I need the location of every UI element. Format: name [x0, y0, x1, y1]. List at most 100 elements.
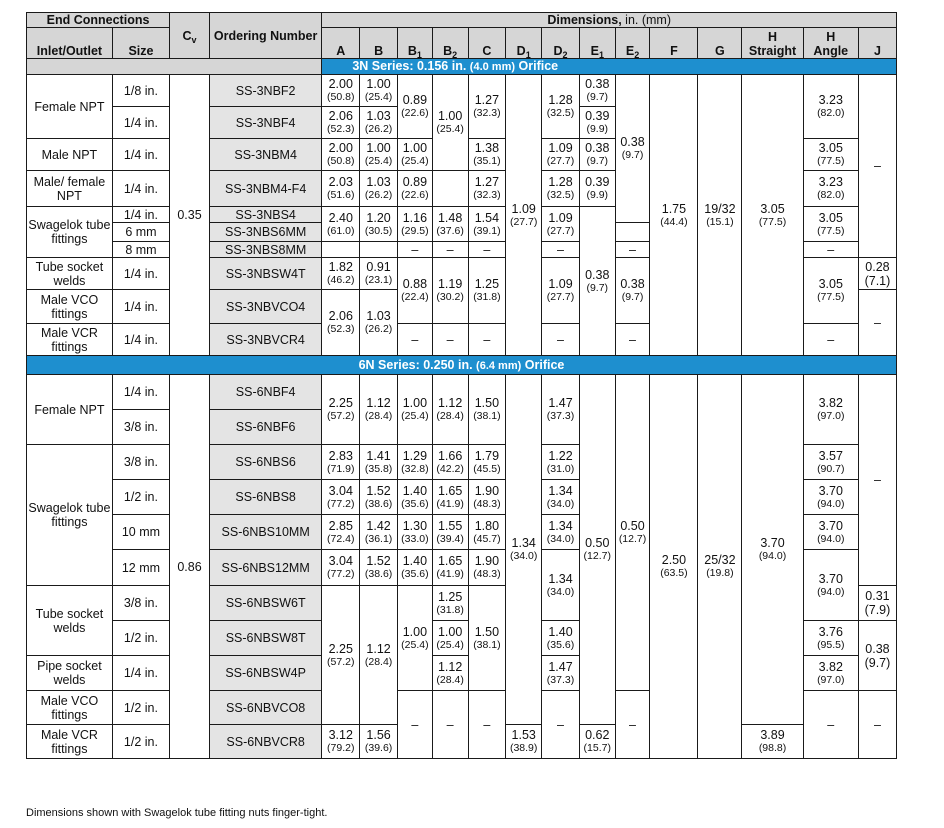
col-h-angle-header: H Angle [802, 27, 859, 59]
col-g-header: G [697, 27, 743, 59]
col-d1-header: D1 [505, 27, 543, 60]
c-dash: – [467, 690, 507, 759]
size-cell: 1/2 in. [111, 479, 171, 515]
b2-value: 1.48 (37.6) [431, 206, 469, 242]
ordering-number: SS-6NBSW6T [208, 585, 323, 621]
h-angle-value: 3.70 (94.0) [802, 479, 859, 515]
b2-dash: – [431, 323, 469, 356]
size-cell: 1/4 in. [111, 170, 171, 207]
d2-value: 1.47 (37.3) [541, 655, 580, 691]
ordering-number: SS-3NBVCO4 [208, 289, 323, 324]
h-angle-value: 3.82 (97.0) [802, 374, 859, 445]
d2-value: 1.09 (27.7) [541, 206, 580, 242]
g-value-3n: 19/32 (15.1) [697, 74, 743, 356]
h-angle-value: 3.05 (77.5) [802, 257, 859, 324]
f-value-6n: 2.50 (63.5) [649, 374, 699, 759]
row-label-male-vcr: Male VCR fittings [26, 323, 113, 356]
h-straight-value-3n: 3.05 (77.5) [741, 74, 804, 356]
b1-value: 1.00 (25.4) [396, 138, 433, 171]
d1-value-3n: 1.09 (27.7) [505, 74, 543, 356]
c-value: 1.25 (31.8) [467, 257, 507, 324]
ordering-number: SS-3NBSW4T [208, 257, 323, 290]
size-header: Size [111, 27, 171, 59]
b2-value: 1.65 (41.9) [431, 479, 469, 515]
b1-dash: – [396, 690, 433, 759]
row-label-swagelok: Swagelok tube fittings [26, 206, 113, 258]
h-straight-value-6n: 3.70 (94.0) [741, 374, 804, 725]
col-d2-header: D2 [541, 27, 580, 60]
b-value: 1.52 (38.6) [359, 479, 398, 515]
ordering-number: SS-3NBM4 [208, 138, 323, 171]
a-value: 2.25 (57.2) [321, 374, 361, 445]
d2-value: 1.09 (27.7) [541, 138, 580, 171]
e2-dash: – [614, 690, 651, 759]
b1-value: 1.00 (25.4) [396, 374, 433, 445]
col-e2-header: E2 [614, 27, 651, 60]
a-value: 3.04 (77.2) [321, 549, 361, 586]
e2-value: 0.38 (9.7) [614, 257, 651, 324]
row-label-tube-socket-welds: Tube socket welds [26, 585, 113, 656]
row-label-female-npt: Female NPT [26, 374, 113, 445]
ordering-number: SS-6NBS8 [208, 479, 323, 515]
a-value: 2.83 (71.9) [321, 444, 361, 480]
b2-dash: – [431, 241, 469, 258]
j-value: 0.38 (9.7) [857, 620, 898, 691]
h-angle-dash: – [802, 323, 859, 356]
spec-table-container: End Connections Cv Ordering Number Dimen… [25, 12, 898, 759]
j-dash: – [857, 74, 898, 258]
c-value: 1.27 (32.3) [467, 170, 507, 207]
b2-value: 1.65 (41.9) [431, 549, 469, 586]
h-angle-value: 3.23 (82.0) [802, 170, 859, 207]
b2-dash: – [431, 690, 469, 759]
d2-value: 1.28 (32.5) [541, 170, 580, 207]
e2-value: 0.38 (9.7) [614, 74, 651, 223]
a-value: 2.25 (57.2) [321, 585, 361, 725]
size-cell: 1/4 in. [111, 257, 171, 290]
h-angle-value: 3.23 (82.0) [802, 74, 859, 139]
col-a-header: A [321, 27, 361, 59]
c-value: 1.54 (39.1) [467, 206, 507, 242]
size-cell: 1/2 in. [111, 690, 171, 725]
size-cell: 1/4 in. [111, 138, 171, 171]
e1-value-6n: 0.50 (12.7) [578, 374, 616, 725]
b-value: 1.56 (39.6) [359, 724, 398, 759]
j-value: 0.28 (7.1) [857, 257, 898, 290]
b-value: 1.00 (25.4) [359, 138, 398, 171]
e2-value-6n: 0.50 (12.7) [614, 374, 651, 691]
e1-value: 0.62 (15.7) [578, 724, 616, 759]
c-value: 1.90 (48.3) [467, 479, 507, 515]
b-value: 1.12 (28.4) [359, 585, 398, 725]
size-cell: 1/4 in. [111, 323, 171, 356]
ordering-number: SS-6NBF6 [208, 409, 323, 445]
size-cell: 1/4 in. [111, 289, 171, 324]
b2-value: 1.12 (28.4) [431, 655, 469, 691]
b1-value: 1.16 (29.5) [396, 206, 433, 242]
b-empty [359, 241, 398, 258]
b-value: 1.12 (28.4) [359, 374, 398, 445]
size-cell: 1/2 in. [111, 724, 171, 759]
b-value: 1.41 (35.8) [359, 444, 398, 480]
e1-value: 0.38 (9.7) [578, 138, 616, 171]
row-label-female-npt: Female NPT [26, 74, 113, 139]
col-b-header: B [359, 27, 398, 59]
row-label-male-vco: Male VCO fittings [26, 690, 113, 725]
row-label-male-female-npt: Male/ female NPT [26, 170, 113, 207]
row-label-male-npt: Male NPT [26, 138, 113, 171]
a-value: 2.06 (52.3) [321, 289, 361, 356]
row-label-male-vco: Male VCO fittings [26, 289, 113, 324]
c-value: 1.27 (32.3) [467, 74, 507, 139]
series-6n-banner: 6N Series: 0.250 in. (6.4 mm) Orifice [26, 355, 897, 375]
dimensions-header: Dimensions, in. (mm) [321, 12, 897, 28]
e2-dash: – [614, 323, 651, 356]
d1-value-6n: 1.34 (34.0) [505, 374, 543, 725]
e1-value: 0.38 (9.7) [578, 74, 616, 107]
ordering-number: SS-6NBSW4P [208, 655, 323, 691]
valve-dimensions-table: End Connections Cv Ordering Number Dimen… [25, 12, 898, 759]
a-value: 1.82 (46.2) [321, 257, 361, 290]
inlet-outlet-header: Inlet/Outlet [26, 27, 113, 59]
d2-dash: – [541, 323, 580, 356]
b-value: 1.42 (36.1) [359, 514, 398, 550]
col-f-header: F [649, 27, 699, 59]
ordering-number: SS-6NBS6 [208, 444, 323, 480]
b-value: 1.00 (25.4) [359, 74, 398, 107]
